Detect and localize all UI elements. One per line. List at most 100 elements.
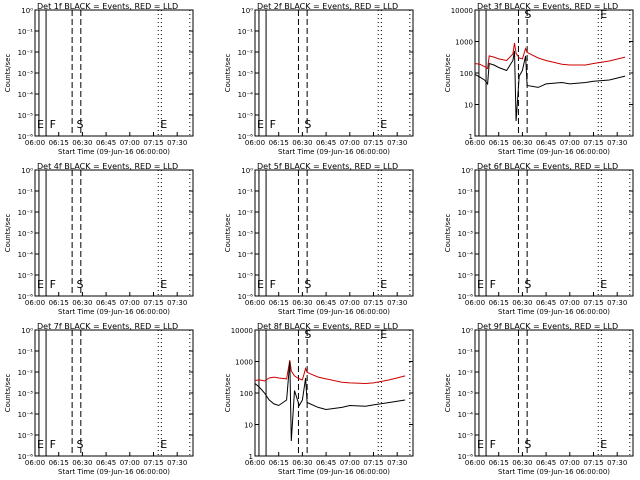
y-tick-label: 10⁻² bbox=[18, 369, 34, 377]
y-axis-label: Counts/sec bbox=[444, 214, 452, 253]
event-marker-F: F bbox=[50, 118, 56, 131]
y-tick-label: 1000 bbox=[455, 39, 473, 47]
event-marker-S: S bbox=[77, 278, 84, 291]
y-tick-label: 10 bbox=[244, 422, 253, 430]
y-axis-label: Counts/sec bbox=[4, 54, 12, 93]
y-tick-label: 10⁻¹ bbox=[238, 188, 254, 196]
x-tick-label: 07:30 bbox=[387, 139, 407, 147]
y-tick-label: 1 bbox=[469, 133, 473, 141]
y-tick-label: 10⁻⁴ bbox=[458, 411, 474, 419]
x-tick-label: 06:30 bbox=[72, 459, 92, 467]
x-tick-label: 06:00 bbox=[465, 459, 485, 467]
chart-panel-2: Det 2f BLACK = Events, RED = LLD Counts/s… bbox=[224, 2, 414, 156]
y-tick-label: 1 bbox=[249, 453, 253, 461]
y-tick-label: 10⁻² bbox=[18, 209, 34, 217]
y-axis-label: Counts/sec bbox=[4, 374, 12, 413]
chart-title: Det 2f BLACK = Events, RED = LLD bbox=[257, 2, 398, 11]
x-tick-label: 06:45 bbox=[96, 299, 116, 307]
x-axis-label: Start Time (09-Jun-16 06:00:00) bbox=[498, 468, 610, 476]
y-tick-label: 10⁻¹ bbox=[458, 188, 474, 196]
y-axis-label: Counts/sec bbox=[444, 374, 452, 413]
event-marker-S: S bbox=[77, 118, 84, 131]
y-axis-label: Counts/sec bbox=[224, 374, 232, 413]
y-tick-label: 10⁻³ bbox=[458, 230, 474, 238]
y-tick-label: 1000 bbox=[235, 359, 253, 367]
y-tick-label: 10⁻⁵ bbox=[18, 432, 34, 440]
event-marker-S: S bbox=[304, 328, 311, 341]
x-tick-label: 07:30 bbox=[387, 299, 407, 307]
event-marker-F: F bbox=[490, 278, 496, 291]
x-tick-label: 07:15 bbox=[363, 139, 383, 147]
event-marker-E: E bbox=[600, 8, 607, 21]
x-tick-label: 06:15 bbox=[269, 139, 289, 147]
x-tick-label: 07:30 bbox=[167, 299, 187, 307]
event-marker-E: E bbox=[600, 278, 607, 291]
y-tick-label: 10⁻⁴ bbox=[238, 91, 254, 99]
event-marker-F: F bbox=[50, 278, 56, 291]
x-tick-label: 07:00 bbox=[560, 459, 580, 467]
x-axis-label: Start Time (09-Jun-16 06:00:00) bbox=[58, 468, 170, 476]
y-tick-label: 10⁻¹ bbox=[238, 28, 254, 36]
event-marker-E: E bbox=[37, 118, 44, 131]
x-axis-label: Start Time (09-Jun-16 06:00:00) bbox=[278, 308, 390, 316]
plot-frame bbox=[474, 9, 634, 137]
x-tick-label: 06:45 bbox=[536, 299, 556, 307]
event-marker-E: E bbox=[380, 328, 387, 341]
x-tick-label: 07:30 bbox=[387, 459, 407, 467]
series-line-2 bbox=[474, 50, 626, 122]
y-tick-label: 10⁰ bbox=[241, 167, 253, 175]
x-tick-label: 07:15 bbox=[363, 299, 383, 307]
event-marker-E: E bbox=[37, 438, 44, 451]
y-tick-label: 10000 bbox=[451, 7, 473, 15]
x-tick-label: 07:30 bbox=[167, 459, 187, 467]
x-tick-label: 07:30 bbox=[167, 139, 187, 147]
y-tick-label: 10⁰ bbox=[461, 167, 473, 175]
y-tick-label: 10⁻⁴ bbox=[18, 251, 34, 259]
event-marker-E: E bbox=[477, 278, 484, 291]
y-axis-label: Counts/sec bbox=[444, 54, 452, 93]
x-tick-label: 06:15 bbox=[269, 299, 289, 307]
x-tick-label: 06:00 bbox=[465, 299, 485, 307]
y-tick-label: 10⁻³ bbox=[18, 390, 34, 398]
plot-frame bbox=[34, 329, 194, 457]
x-tick-label: 07:00 bbox=[560, 139, 580, 147]
x-tick-label: 06:45 bbox=[536, 139, 556, 147]
series-line-1 bbox=[474, 42, 626, 70]
event-marker-S: S bbox=[304, 278, 311, 291]
plot-frame bbox=[254, 9, 414, 137]
y-tick-label: 100 bbox=[460, 70, 473, 78]
y-tick-label: 10⁻² bbox=[238, 209, 254, 217]
chart-panel-3: Det 3f BLACK = Events, RED = LLD Counts/s… bbox=[444, 2, 634, 156]
plot-frame bbox=[474, 169, 634, 297]
plot-frame bbox=[34, 169, 194, 297]
chart-panel-5: Det 5f BLACK = Events, RED = LLD Counts/s… bbox=[224, 162, 414, 316]
y-tick-label: 10⁻⁶ bbox=[458, 293, 474, 301]
event-marker-F: F bbox=[490, 438, 496, 451]
chart-title: Det 7f BLACK = Events, RED = LLD bbox=[37, 322, 178, 331]
y-tick-label: 10⁻⁶ bbox=[18, 293, 34, 301]
y-tick-label: 10⁻³ bbox=[238, 70, 254, 78]
y-tick-label: 10⁻⁵ bbox=[458, 272, 474, 280]
chart-title: Det 5f BLACK = Events, RED = LLD bbox=[257, 162, 398, 171]
y-tick-label: 10⁻⁵ bbox=[238, 112, 254, 120]
x-tick-label: 06:45 bbox=[536, 459, 556, 467]
event-marker-E: E bbox=[160, 118, 167, 131]
x-tick-label: 06:30 bbox=[72, 139, 92, 147]
y-tick-label: 10⁻⁵ bbox=[458, 432, 474, 440]
x-axis-label: Start Time (09-Jun-16 06:00:00) bbox=[498, 308, 610, 316]
x-tick-label: 06:30 bbox=[292, 139, 312, 147]
y-tick-label: 10 bbox=[464, 102, 473, 110]
x-tick-label: 06:45 bbox=[96, 459, 116, 467]
x-tick-label: 07:00 bbox=[120, 139, 140, 147]
y-tick-label: 10⁻¹ bbox=[18, 348, 34, 356]
event-marker-E: E bbox=[600, 438, 607, 451]
event-marker-E: E bbox=[37, 278, 44, 291]
x-tick-label: 07:00 bbox=[340, 299, 360, 307]
event-marker-S: S bbox=[524, 278, 531, 291]
y-tick-label: 10⁰ bbox=[21, 327, 33, 335]
plot-frame bbox=[254, 169, 414, 297]
y-tick-label: 10⁻⁶ bbox=[458, 453, 474, 461]
x-tick-label: 06:00 bbox=[25, 459, 45, 467]
event-marker-E: E bbox=[380, 278, 387, 291]
